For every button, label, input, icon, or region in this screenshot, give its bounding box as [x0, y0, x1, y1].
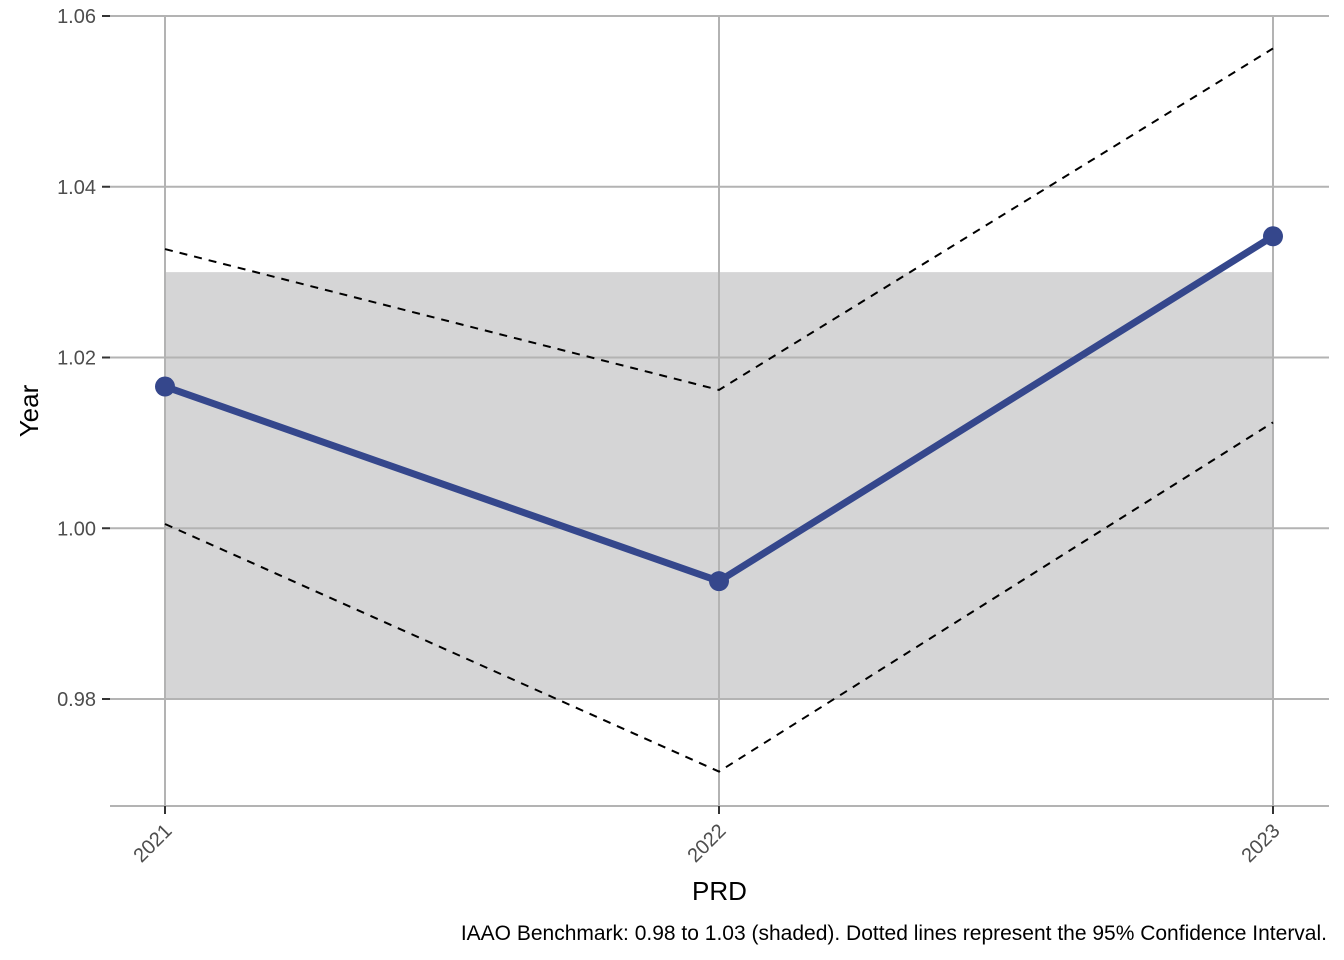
x-tick-label: 2023	[1238, 820, 1285, 867]
y-tick-label: 1.06	[57, 6, 96, 28]
x-tick-label: 2021	[130, 820, 177, 867]
ci-lower-line	[164, 421, 1274, 773]
y-tick-label: 1.04	[57, 177, 96, 199]
y-axis-title: Year	[14, 384, 44, 437]
chart-caption: IAAO Benchmark: 0.98 to 1.03 (shaded). D…	[461, 922, 1327, 945]
y-tick-label: 0.98	[57, 689, 96, 711]
x-axis-title: PRD	[692, 876, 747, 906]
y-tick-label: 1.02	[57, 348, 96, 370]
data-point-2022	[709, 571, 729, 592]
data-point-2023	[1263, 226, 1283, 247]
x-tick-label: 2022	[684, 820, 731, 867]
ci-upper-line	[164, 47, 1274, 392]
y-tick-label: 1.00	[57, 518, 96, 540]
data-point-2021	[155, 376, 175, 397]
